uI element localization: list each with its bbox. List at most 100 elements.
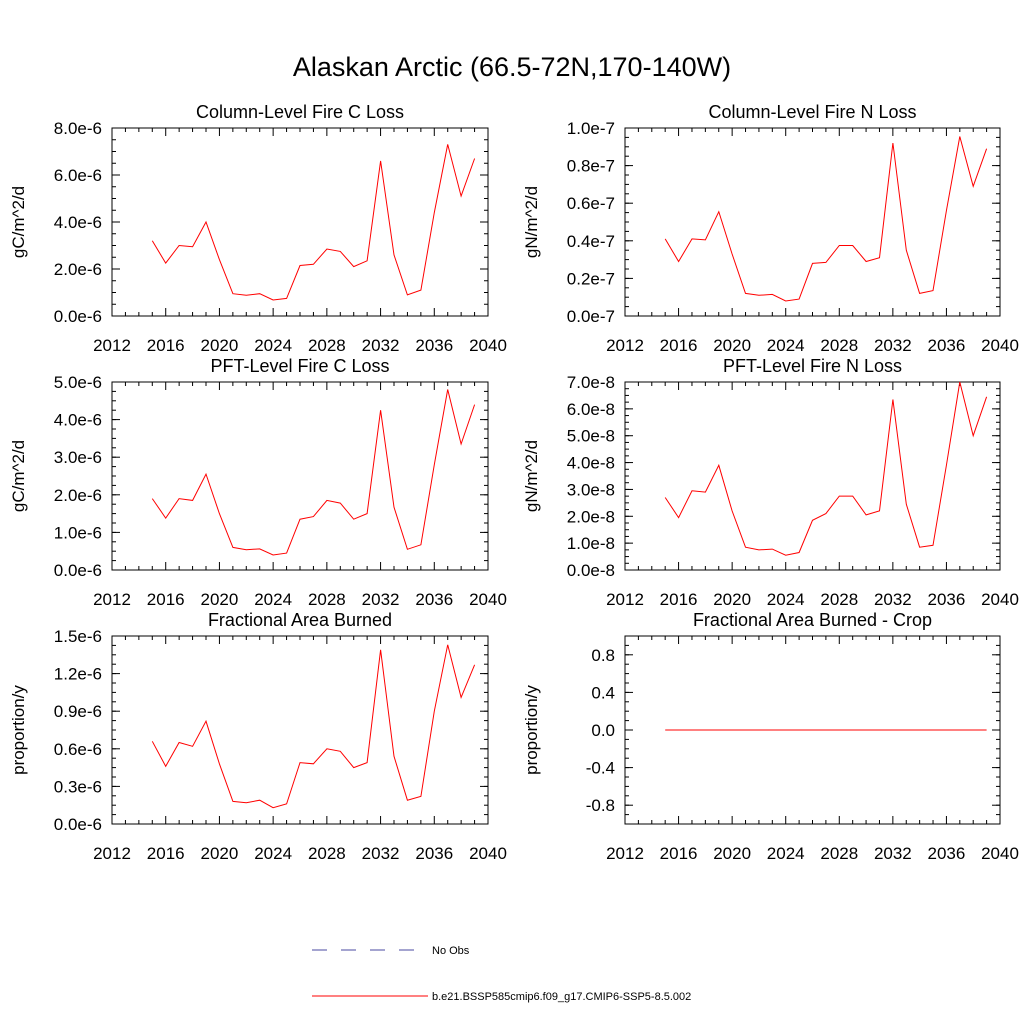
x-tick-label: 2016 [660, 590, 698, 609]
y-tick-label: 4.0e-6 [54, 411, 102, 430]
x-tick-label: 2036 [415, 336, 453, 355]
x-tick-label: 2036 [928, 590, 966, 609]
y-tick-label: 0.0e-6 [54, 307, 102, 326]
y-tick-label: 4.0e-6 [54, 213, 102, 232]
series-line [151, 389, 476, 556]
x-tick-label: 2040 [469, 336, 507, 355]
y-tick-label: 0.6e-7 [567, 194, 615, 213]
y-tick-label: 2.0e-6 [54, 486, 102, 505]
panel-3: PFT-Level Fire C Loss gC/m^2/d 2012 2016 202… [9, 356, 507, 609]
x-tick-label: 2020 [713, 590, 751, 609]
x-tick-label: 2012 [93, 844, 131, 863]
x-tick-label: 2016 [147, 590, 185, 609]
y-tick-label: 0.0 [591, 721, 615, 740]
x-tick-label: 2036 [928, 844, 966, 863]
x-tick-label: 2020 [201, 844, 239, 863]
y-tick-label: 5.0e-6 [54, 373, 102, 392]
x-tick-label: 2024 [767, 844, 805, 863]
y-tick-label: 0.0e-7 [567, 307, 615, 326]
y-tick-label: 5.0e-8 [567, 427, 615, 446]
panel-4: PFT-Level Fire N Loss gN/m^2/d 2012 2016 202… [522, 356, 1019, 609]
panel-title: Fractional Area Burned - Crop [693, 610, 932, 630]
series-line [664, 136, 988, 302]
x-tick-label: 2040 [981, 844, 1019, 863]
y-tick-label: 3.0e-8 [567, 480, 615, 499]
y-axis-label: gN/m^2/d [522, 186, 541, 258]
y-tick-label: 0.4e-7 [567, 232, 615, 251]
plot-frame [624, 381, 1001, 571]
y-tick-label: 1.5e-6 [54, 627, 102, 646]
x-tick-label: 2024 [767, 590, 805, 609]
x-tick-label: 2020 [713, 844, 751, 863]
panel-title: Column-Level Fire N Loss [708, 102, 916, 122]
y-tick-label: 2.0e-8 [567, 507, 615, 526]
y-tick-label: 3.0e-6 [54, 448, 102, 467]
x-tick-label: 2032 [874, 336, 912, 355]
x-tick-label: 2028 [308, 336, 346, 355]
y-tick-label: 2.0e-6 [54, 260, 102, 279]
panel-6: Fractional Area Burned - Crop proportion/… [522, 610, 1019, 863]
y-tick-label: 0.4 [591, 683, 615, 702]
series-line [151, 144, 476, 301]
y-axis-label: proportion/y [522, 685, 541, 775]
y-tick-label: 8.0e-6 [54, 119, 102, 138]
y-tick-label: -0.4 [586, 759, 615, 778]
x-tick-label: 2012 [93, 336, 131, 355]
plot-frame [111, 381, 489, 571]
y-tick-label: 0.0e-8 [567, 561, 615, 580]
panel-1: Column-Level Fire C Loss gC/m^2/d 2012 2016… [9, 102, 507, 355]
panel-title: Column-Level Fire C Loss [196, 102, 404, 122]
x-tick-label: 2040 [469, 590, 507, 609]
x-tick-label: 2024 [767, 336, 805, 355]
x-tick-label: 2040 [981, 590, 1019, 609]
y-tick-label: 1.0e-6 [54, 523, 102, 542]
x-tick-label: 2032 [362, 336, 400, 355]
x-tick-label: 2032 [874, 590, 912, 609]
panel-title: Fractional Area Burned [208, 610, 392, 630]
x-tick-label: 2024 [254, 336, 292, 355]
y-axis-label: gC/m^2/d [9, 440, 28, 512]
x-tick-label: 2028 [820, 590, 858, 609]
x-tick-label: 2028 [820, 336, 858, 355]
x-tick-label: 2040 [981, 336, 1019, 355]
x-tick-label: 2012 [606, 336, 644, 355]
figure-title: Alaskan Arctic (66.5-72N,170-140W) [292, 52, 732, 82]
x-tick-label: 2020 [713, 336, 751, 355]
x-tick-label: 2016 [660, 844, 698, 863]
y-tick-label: 0.0e-6 [54, 815, 102, 834]
y-tick-label: 0.3e-6 [54, 777, 102, 796]
y-tick-label: 1.0e-7 [567, 119, 615, 138]
y-tick-label: 0.8e-7 [567, 157, 615, 176]
panel-title: PFT-Level Fire N Loss [723, 356, 902, 376]
y-tick-label: -0.8 [586, 796, 615, 815]
x-tick-label: 2016 [147, 844, 185, 863]
y-tick-label: 7.0e-8 [567, 373, 615, 392]
x-tick-label: 2032 [362, 590, 400, 609]
panels: Column-Level Fire C Loss gC/m^2/d 2012 2016… [9, 102, 1019, 863]
x-tick-label: 2012 [93, 590, 131, 609]
x-tick-label: 2012 [606, 844, 644, 863]
x-tick-label: 2012 [606, 590, 644, 609]
plot-frame [624, 127, 1001, 317]
y-tick-label: 6.0e-6 [54, 166, 102, 185]
y-axis-label: proportion/y [9, 685, 28, 775]
x-tick-label: 2028 [820, 844, 858, 863]
panel-5: Fractional Area Burned proportion/y 2012 20… [9, 610, 507, 863]
legend-obs-label: No Obs [432, 945, 470, 957]
y-tick-label: 4.0e-8 [567, 454, 615, 473]
x-tick-label: 2028 [308, 844, 346, 863]
x-tick-label: 2016 [147, 336, 185, 355]
y-tick-label: 0.9e-6 [54, 702, 102, 721]
series-line [664, 381, 988, 556]
x-tick-label: 2020 [201, 336, 239, 355]
legend-model-label: b.e21.BSSP585cmip6.f09_g17.CMIP6-SSP5-8.… [432, 991, 691, 1003]
x-tick-label: 2024 [254, 844, 292, 863]
legend: No Obs b.e21.BSSP585cmip6.f09_g17.CMIP6-… [312, 945, 691, 1003]
x-tick-label: 2040 [469, 844, 507, 863]
series-line [151, 644, 476, 809]
y-axis-label: gC/m^2/d [9, 186, 28, 258]
y-tick-label: 6.0e-8 [567, 400, 615, 419]
y-tick-label: 1.2e-6 [54, 665, 102, 684]
panel-2: Column-Level Fire N Loss gN/m^2/d 2012 2016… [522, 102, 1019, 355]
